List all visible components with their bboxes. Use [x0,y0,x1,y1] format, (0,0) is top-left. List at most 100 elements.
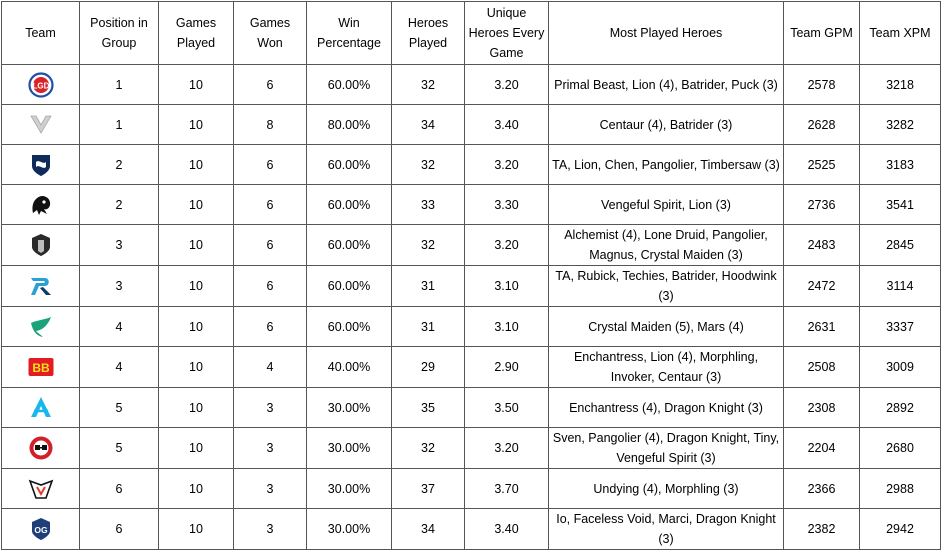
win-percentage-cell: 60.00% [306,265,392,307]
header-row: Team Position in Group Games Played Game… [1,1,941,65]
svg-text:BB: BB [32,361,50,375]
win-percentage-cell: 30.00% [306,427,392,469]
table-row: 1 10 8 80.00% 34 3.40 Centaur (4), Batri… [1,104,941,145]
position-cell: 2 [79,144,159,185]
team-xpm-cell: 3218 [859,64,941,105]
team-logo-cell: BB [1,346,80,388]
position-cell: 1 [79,64,159,105]
games-played-cell: 10 [158,306,234,347]
position-cell: 3 [79,265,159,307]
win-percentage-cell: 40.00% [306,346,392,388]
most-played-heroes-cell: Io, Faceless Void, Marci, Dragon Knight … [548,508,784,550]
og-logo: OG [28,516,54,542]
win-percentage-cell: 60.00% [306,224,392,266]
heroes-played-cell: 34 [391,104,465,145]
win-percentage-cell: 30.00% [306,387,392,428]
games-won-cell: 6 [233,306,307,347]
table-row: LGD 1 10 6 60.00% 32 3.20 Primal Beast, … [1,64,941,105]
games-won-cell: 3 [233,468,307,509]
table-row: 5 10 3 30.00% 32 3.20 Sven, Pangolier (4… [1,427,941,469]
team-gpm-cell: 2628 [783,104,860,145]
team-logo-cell [1,144,80,185]
table-row: 2 10 6 60.00% 32 3.20 TA, Lion, Chen, Pa… [1,144,941,185]
table-row: 4 10 6 60.00% 31 3.10 Crystal Maiden (5)… [1,306,941,347]
win-percentage-cell: 30.00% [306,508,392,550]
unique-heroes-cell: 3.10 [464,265,549,307]
heroes-played-cell: 32 [391,144,465,185]
team-logo-cell: OG [1,508,80,550]
heroes-played-cell: 37 [391,468,465,509]
games-won-cell: 4 [233,346,307,388]
team-logo-cell [1,104,80,145]
team-xpm-cell: 2845 [859,224,941,266]
virtus-pro-logo [28,476,54,502]
team-spirit-logo [28,192,54,218]
header-win-percentage: Win Percentage [306,1,392,65]
games-won-cell: 6 [233,224,307,266]
team-logo-cell [1,265,80,307]
table-row: OG 6 10 3 30.00% 34 3.40 Io, Faceless Vo… [1,508,941,550]
header-position: Position in Group [79,1,159,65]
most-played-heroes-cell: Enchantress (4), Dragon Knight (3) [548,387,784,428]
games-played-cell: 10 [158,468,234,509]
talon-esports-logo [28,273,54,299]
position-cell: 6 [79,508,159,550]
team-xpm-cell: 3282 [859,104,941,145]
games-played-cell: 10 [158,387,234,428]
position-cell: 3 [79,224,159,266]
games-played-cell: 10 [158,184,234,225]
header-most-played: Most Played Heroes [548,1,784,65]
most-played-heroes-cell: Undying (4), Morphling (3) [548,468,784,509]
unique-heroes-cell: 3.40 [464,104,549,145]
games-won-cell: 6 [233,144,307,185]
win-percentage-cell: 80.00% [306,104,392,145]
unique-heroes-cell: 3.20 [464,427,549,469]
position-cell: 6 [79,468,159,509]
team-gpm-cell: 2472 [783,265,860,307]
position-cell: 5 [79,427,159,469]
team-xpm-cell: 2942 [859,508,941,550]
unique-heroes-cell: 3.10 [464,306,549,347]
position-cell: 1 [79,104,159,145]
heroes-played-cell: 29 [391,346,465,388]
team-logo-cell [1,224,80,266]
heroes-played-cell: 33 [391,184,465,225]
header-games-won: Games Won [233,1,307,65]
games-played-cell: 10 [158,346,234,388]
unique-heroes-cell: 3.50 [464,387,549,428]
team-gpm-cell: 2308 [783,387,860,428]
position-cell: 4 [79,306,159,347]
team-logo-cell [1,427,80,469]
games-won-cell: 8 [233,104,307,145]
team-xpm-cell: 3009 [859,346,941,388]
unique-heroes-cell: 2.90 [464,346,549,388]
team-gpm-cell: 2578 [783,64,860,105]
team-gpm-cell: 2483 [783,224,860,266]
games-played-cell: 10 [158,144,234,185]
team-liquid-logo [28,152,54,178]
team-logo-cell [1,387,80,428]
gaimin-gladiators-logo [28,232,54,258]
header-games-played: Games Played [158,1,234,65]
unique-heroes-cell: 3.70 [464,468,549,509]
games-played-cell: 10 [158,427,234,469]
team-logo-cell: LGD [1,64,80,105]
team-xpm-cell: 3114 [859,265,941,307]
header-heroes-played: Heroes Played [391,1,465,65]
team-aster-logo [28,395,54,421]
team-falcons-logo [28,314,54,340]
table-row: 3 10 6 60.00% 31 3.10 TA, Rubick, Techie… [1,265,941,307]
win-percentage-cell: 60.00% [306,64,392,105]
unique-heroes-cell: 3.40 [464,508,549,550]
table-row: 2 10 6 60.00% 33 3.30 Vengeful Spirit, L… [1,184,941,225]
games-won-cell: 6 [233,265,307,307]
unique-heroes-cell: 3.20 [464,144,549,185]
most-played-heroes-cell: Crystal Maiden (5), Mars (4) [548,306,784,347]
position-cell: 5 [79,387,159,428]
unique-heroes-cell: 3.30 [464,184,549,225]
games-played-cell: 10 [158,104,234,145]
position-cell: 4 [79,346,159,388]
unique-heroes-cell: 3.20 [464,64,549,105]
team-gpm-cell: 2366 [783,468,860,509]
xtreme-gaming-logo [28,112,54,138]
